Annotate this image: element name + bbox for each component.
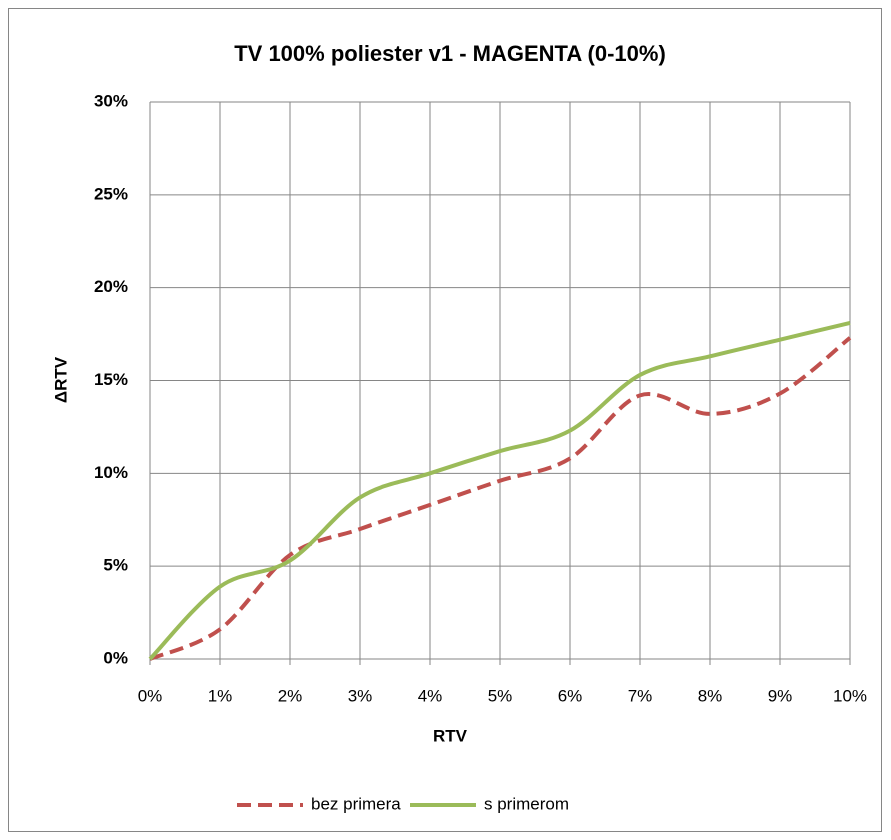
y-tick-label: 10% bbox=[94, 463, 128, 482]
y-axis-label: ΔRTV bbox=[51, 356, 70, 403]
x-tick-label: 9% bbox=[768, 686, 793, 705]
legend-label: bez primera bbox=[311, 794, 401, 813]
x-tick-label: 10% bbox=[833, 686, 867, 705]
chart-title: TV 100% poliester v1 - MAGENTA (0-10%) bbox=[234, 41, 666, 66]
x-tick-label: 5% bbox=[488, 686, 513, 705]
y-tick-label: 25% bbox=[94, 184, 128, 203]
x-tick-label: 4% bbox=[418, 686, 443, 705]
y-tick-label: 30% bbox=[94, 91, 128, 110]
legend-label: s primerom bbox=[484, 794, 569, 813]
x-tick-label: 7% bbox=[628, 686, 653, 705]
x-tick-label: 8% bbox=[698, 686, 723, 705]
y-tick-label: 0% bbox=[103, 648, 128, 667]
chart-border bbox=[8, 8, 882, 832]
y-tick-label: 15% bbox=[94, 370, 128, 389]
x-tick-label: 3% bbox=[348, 686, 373, 705]
series-line bbox=[149, 336, 852, 661]
x-tick-label: 2% bbox=[278, 686, 303, 705]
y-tick-label: 20% bbox=[94, 277, 128, 296]
y-tick-label: 5% bbox=[103, 556, 128, 575]
x-tick-label: 1% bbox=[208, 686, 233, 705]
x-tick-label: 6% bbox=[558, 686, 583, 705]
x-axis-label: RTV bbox=[433, 726, 468, 745]
x-tick-label: 0% bbox=[138, 686, 163, 705]
series-line bbox=[148, 320, 851, 661]
